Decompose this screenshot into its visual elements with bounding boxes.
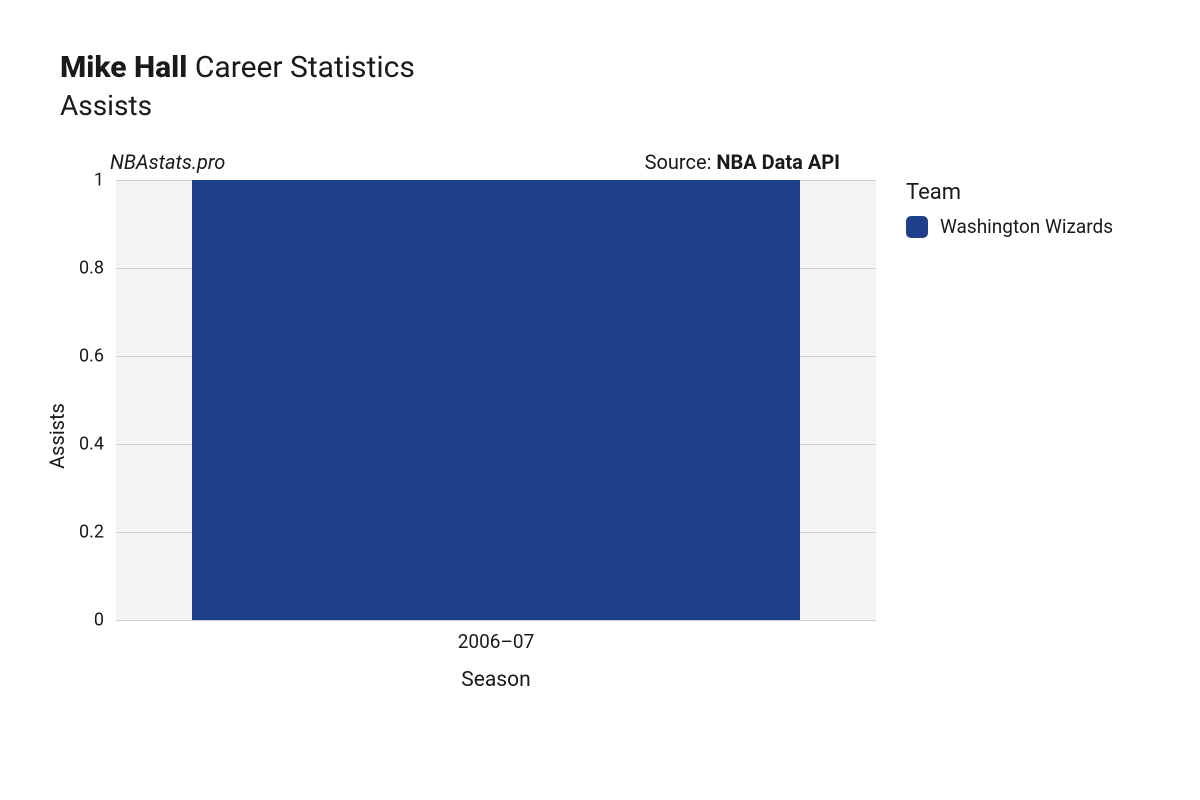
chart-area: Assists 00.20.40.60.81 2006–07 Season Te… [60,180,1160,692]
legend-title: Team [906,180,1113,205]
gridline [116,620,876,621]
chart-subtitle: Assists [60,89,1160,122]
title-block: Mike Hall Career Statistics Assists [60,50,1160,122]
plot: 00.20.40.60.81 [116,180,876,620]
y-tick-label: 0.2 [79,522,104,543]
x-tick-label: 2006–07 [458,630,535,653]
source-prefix: Source: [645,150,717,174]
watermark: NBAstats.pro [110,150,225,174]
legend-label: Washington Wizards [940,215,1113,238]
y-tick-label: 0.8 [79,258,104,279]
title-suffix: Career Statistics [195,50,415,85]
y-tick-label: 0.6 [79,346,104,367]
y-axis-label: Assists [45,403,69,469]
source-name: NBA Data API [716,150,840,174]
y-tick-label: 0.4 [79,434,104,455]
player-name: Mike Hall [60,50,187,85]
source-attribution: Source: NBA Data API [645,150,840,174]
legend-item: Washington Wizards [906,215,1113,238]
legend-swatch [906,216,928,238]
x-axis-label: Season [116,668,876,692]
y-tick-label: 1 [94,170,104,191]
meta-row: NBAstats.pro Source: NBA Data API [60,150,840,174]
chart-container: Mike Hall Career Statistics Assists NBAs… [0,0,1200,800]
plot-wrap: Assists 00.20.40.60.81 2006–07 Season [60,180,876,692]
legend: Team Washington Wizards [906,180,1113,238]
y-tick-label: 0 [94,610,104,631]
chart-title: Mike Hall Career Statistics [60,50,1160,85]
bar [192,180,800,620]
